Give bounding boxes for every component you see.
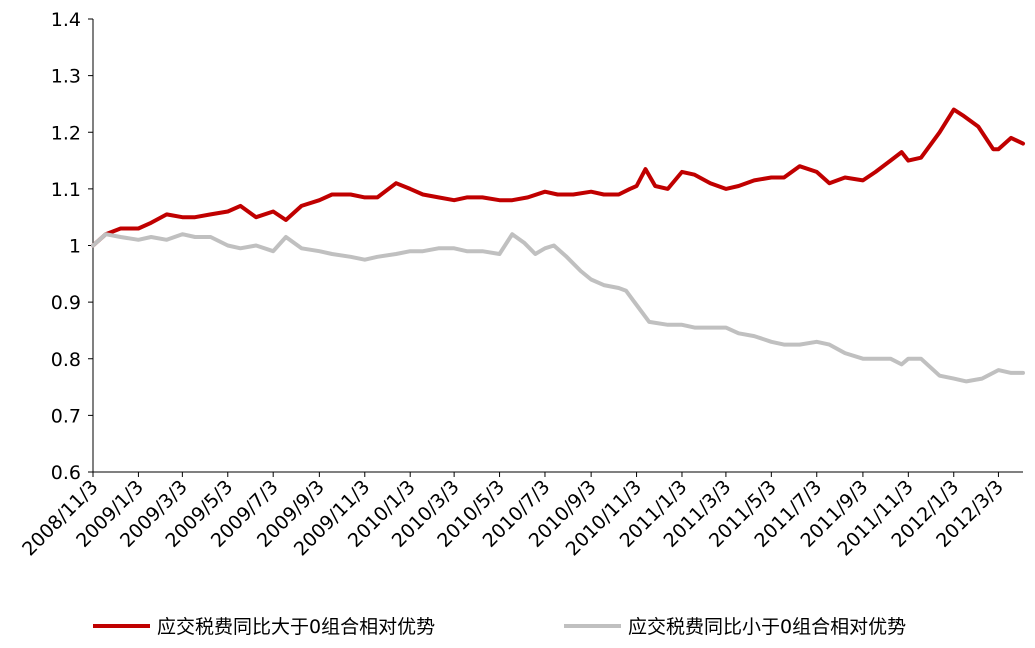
y-tick-label: 0.8	[51, 349, 81, 371]
legend-label-series-2: 应交税费同比小于0组合相对优势	[628, 616, 906, 638]
y-tick-label: 1.3	[51, 66, 81, 88]
y-tick-label: 1.2	[51, 122, 81, 144]
y-axis: 0.6 0.7 0.8 0.9 1 1.1 1.2 1.3 1.4	[51, 9, 94, 484]
series-line-2	[91, 232, 1025, 384]
x-axis: 2008/11/32009/1/32009/3/32009/5/32009/7/…	[18, 471, 1023, 560]
series-line-1	[91, 107, 1025, 248]
y-tick-label: 0.6	[51, 462, 81, 484]
series-lines	[91, 107, 1025, 384]
legend-label-series-1: 应交税费同比大于0组合相对优势	[157, 616, 435, 638]
y-tick-label: 1.1	[51, 179, 81, 201]
y-tick-label: 0.9	[51, 292, 81, 314]
y-tick-label: 1	[69, 236, 81, 258]
y-tick-label: 0.7	[51, 405, 81, 427]
legend: 应交税费同比大于0组合相对优势 应交税费同比小于0组合相对优势	[93, 616, 906, 638]
y-tick-label: 1.4	[51, 9, 81, 31]
